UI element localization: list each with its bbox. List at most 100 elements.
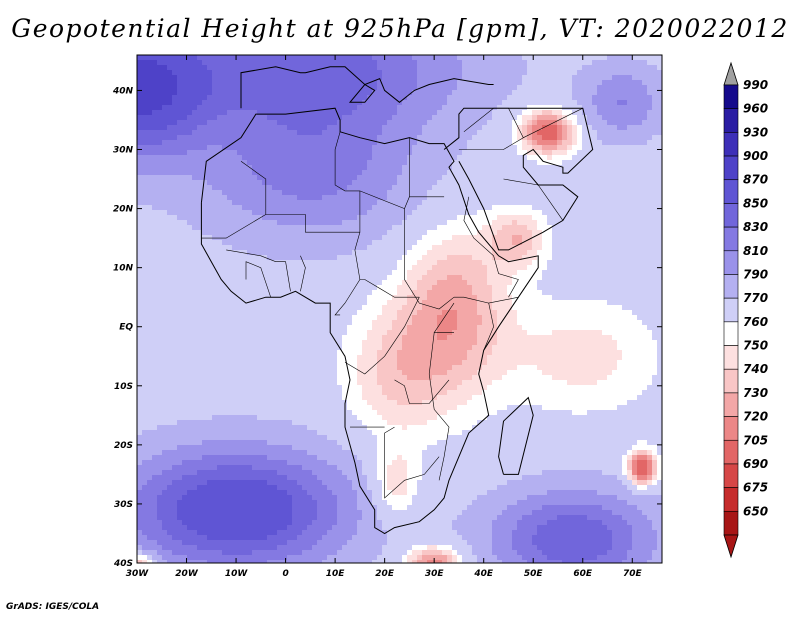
- field-cell: [152, 230, 158, 236]
- field-cell: [382, 260, 388, 266]
- field-cell: [197, 195, 203, 201]
- field-cell: [372, 65, 378, 71]
- field-cell: [612, 120, 618, 126]
- field-cell: [632, 255, 638, 261]
- field-cell: [167, 240, 173, 246]
- field-cell: [637, 210, 643, 216]
- field-cell: [482, 165, 488, 171]
- field-cell: [467, 135, 473, 141]
- field-cell: [397, 180, 403, 186]
- field-cell: [262, 80, 268, 86]
- field-cell: [652, 165, 658, 171]
- field-cell: [197, 145, 203, 151]
- field-cell: [562, 65, 568, 71]
- field-cell: [352, 145, 358, 151]
- field-cell: [192, 115, 198, 121]
- field-cell: [147, 105, 153, 111]
- field-cell: [372, 245, 378, 251]
- field-cell: [557, 280, 563, 286]
- field-cell: [312, 115, 318, 121]
- field-cell: [327, 260, 333, 266]
- field-cell: [637, 85, 643, 91]
- field-cell: [162, 165, 168, 171]
- field-cell: [572, 130, 578, 136]
- field-cell: [347, 195, 353, 201]
- field-cell: [547, 165, 553, 171]
- field-cell: [197, 85, 203, 91]
- field-cell: [182, 280, 188, 286]
- field-cell: [622, 185, 628, 191]
- field-cell: [337, 245, 343, 251]
- field-cell: [487, 120, 493, 126]
- field-cell: [492, 210, 498, 216]
- field-cell: [367, 195, 373, 201]
- field-cell: [517, 95, 523, 101]
- field-cell: [337, 110, 343, 116]
- field-cell: [287, 55, 293, 61]
- field-cell: [197, 250, 203, 256]
- field-cell: [607, 255, 613, 261]
- field-cell: [412, 95, 418, 101]
- field-cell: [482, 90, 488, 96]
- field-cell: [137, 150, 143, 156]
- field-cell: [172, 180, 178, 186]
- field-cell: [212, 225, 218, 231]
- field-cell: [452, 210, 458, 216]
- field-cell: [352, 260, 358, 266]
- field-cell: [497, 185, 503, 191]
- field-cell: [172, 155, 178, 161]
- field-cell: [582, 180, 588, 186]
- field-cell: [137, 60, 143, 66]
- field-cell: [522, 235, 528, 241]
- field-cell: [512, 250, 518, 256]
- field-cell: [292, 115, 298, 121]
- field-cell: [322, 270, 328, 276]
- field-cell: [392, 85, 398, 91]
- field-cell: [552, 140, 558, 146]
- field-cell: [317, 160, 323, 166]
- field-cell: [197, 80, 203, 86]
- field-cell: [182, 105, 188, 111]
- field-cell: [232, 270, 238, 276]
- field-cell: [642, 280, 648, 286]
- field-cell: [477, 280, 483, 286]
- field-cell: [292, 240, 298, 246]
- field-cell: [172, 135, 178, 141]
- field-cell: [172, 290, 178, 296]
- field-cell: [232, 165, 238, 171]
- field-cell: [637, 255, 643, 261]
- field-cell: [332, 265, 338, 271]
- field-cell: [447, 55, 453, 61]
- field-cell: [217, 145, 223, 151]
- field-cell: [447, 230, 453, 236]
- field-cell: [362, 210, 368, 216]
- field-cell: [542, 145, 548, 151]
- field-cell: [527, 220, 533, 226]
- field-cell: [577, 235, 583, 241]
- field-cell: [402, 185, 408, 191]
- field-cell: [352, 135, 358, 141]
- field-cell: [417, 70, 423, 76]
- field-cell: [312, 105, 318, 111]
- field-cell: [167, 205, 173, 211]
- field-cell: [267, 210, 273, 216]
- field-cell: [397, 215, 403, 221]
- field-cell: [427, 235, 433, 241]
- field-cell: [142, 80, 148, 86]
- field-cell: [622, 85, 628, 91]
- field-cell: [152, 215, 158, 221]
- field-cell: [137, 165, 143, 171]
- field-cell: [192, 65, 198, 71]
- field-cell: [207, 155, 213, 161]
- field-cell: [497, 90, 503, 96]
- field-cell: [347, 240, 353, 246]
- field-cell: [342, 230, 348, 236]
- field-cell: [357, 170, 363, 176]
- field-cell: [172, 260, 178, 266]
- field-cell: [227, 250, 233, 256]
- field-cell: [577, 285, 583, 291]
- field-cell: [237, 285, 243, 291]
- field-cell: [462, 130, 468, 136]
- field-cell: [342, 250, 348, 256]
- field-cell: [317, 185, 323, 191]
